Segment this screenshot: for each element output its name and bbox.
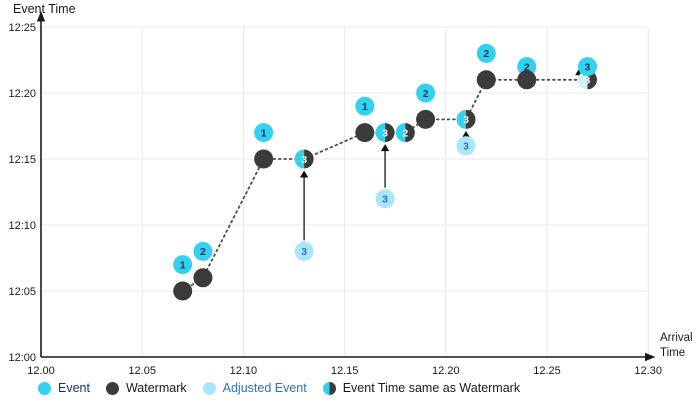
marker-watermark — [416, 109, 436, 129]
half-event-half-watermark-swatch-icon — [322, 381, 336, 395]
legend-label-same-as-watermark: Event Time same as Watermark — [342, 381, 521, 395]
marker-same: 3 — [456, 109, 476, 129]
marker-event: 2 — [416, 83, 436, 103]
adjustment-arrow — [461, 130, 471, 138]
legend-item-watermark: Watermark — [105, 381, 187, 395]
marker-event: 1 — [254, 123, 274, 143]
marker-event: 1 — [173, 255, 193, 275]
x-axis-arrow-icon — [645, 352, 656, 362]
svg-text:2: 2 — [524, 61, 530, 73]
marker-event: 2 — [193, 241, 213, 261]
svg-text:2: 2 — [423, 88, 429, 100]
x-tick-label: 12.15 — [331, 365, 359, 377]
svg-text:3: 3 — [301, 246, 307, 258]
marker-adjusted: 3 — [375, 189, 395, 209]
x-tick-label: 12.20 — [432, 365, 460, 377]
svg-text:3: 3 — [585, 75, 591, 87]
marker-same: 3 — [375, 123, 395, 143]
marker-adjusted: 3 — [456, 136, 476, 156]
svg-text:3: 3 — [463, 114, 469, 126]
y-tick-label: 12:10 — [8, 220, 36, 232]
adjustment-arrow — [299, 170, 309, 241]
gridlines — [41, 26, 649, 357]
legend-label-adjusted-event: Adjusted Event — [222, 381, 307, 395]
svg-text:3: 3 — [585, 61, 591, 73]
marker-adjusted: 3 — [294, 241, 314, 261]
svg-text:3: 3 — [463, 141, 469, 153]
legend-label-event: Event — [58, 381, 90, 395]
y-axis-arrow-icon — [36, 11, 46, 22]
marker-same: 3 — [294, 149, 314, 169]
adjustment-arrow — [380, 144, 390, 188]
adjusted-event-swatch-icon — [202, 381, 216, 395]
y-tick-label: 12:20 — [8, 88, 36, 100]
marker-watermark — [517, 70, 537, 90]
svg-text:3: 3 — [301, 154, 307, 166]
axes — [36, 11, 656, 362]
marker-event: 2 — [517, 57, 537, 77]
watermark-swatch-icon — [105, 381, 119, 395]
legend-item-event: Event — [38, 381, 90, 395]
tick-labels: 12.00 12.05 12.10 12.15 12.20 12.25 12.30 12:00… — [8, 22, 661, 377]
svg-text:2: 2 — [200, 246, 206, 258]
arrival-time-axis-title: Arrival Time — [660, 331, 693, 361]
legend-label-watermark: Watermark — [125, 381, 187, 395]
marker-watermark — [254, 149, 274, 169]
time-title-line: Time — [660, 347, 686, 359]
marker-event: 2 — [476, 43, 496, 63]
x-tick-label: 12.25 — [533, 365, 561, 377]
svg-text:2: 2 — [483, 48, 489, 60]
svg-text:1: 1 — [261, 127, 267, 139]
event-swatch-icon — [38, 381, 51, 395]
y-tick-label: 12:00 — [8, 352, 36, 364]
marker-same: 2 — [395, 123, 415, 143]
svg-text:1: 1 — [362, 101, 368, 113]
x-tick-label: 12.00 — [27, 365, 55, 377]
svg-text:3: 3 — [382, 127, 388, 139]
x-tick-label: 12.05 — [128, 365, 156, 377]
marker-watermark — [193, 268, 213, 288]
marker-event: 1 — [355, 96, 375, 116]
svg-text:2: 2 — [402, 127, 408, 139]
x-tick-label: 12.30 — [634, 365, 662, 377]
y-tick-label: 12:25 — [8, 22, 36, 34]
marker-watermark — [173, 281, 193, 301]
marker-watermark — [476, 70, 496, 90]
y-tick-label: 12:05 — [8, 286, 36, 298]
svg-text:1: 1 — [180, 259, 186, 271]
marker-event: 3 — [577, 57, 597, 77]
y-tick-label: 12:15 — [8, 154, 36, 166]
event-time-axis-title: Event Time — [13, 2, 76, 16]
svg-text:3: 3 — [382, 193, 388, 205]
marker-watermark — [355, 123, 375, 143]
legend: Event Watermark Adjusted Event Event Tim… — [38, 381, 520, 395]
legend-item-adjusted-event: Adjusted Event — [202, 381, 307, 395]
x-tick-label: 12.10 — [230, 365, 258, 377]
legend-item-same-as-watermark: Event Time same as Watermark — [322, 381, 521, 395]
arrival-title-line: Arrival — [660, 332, 693, 344]
